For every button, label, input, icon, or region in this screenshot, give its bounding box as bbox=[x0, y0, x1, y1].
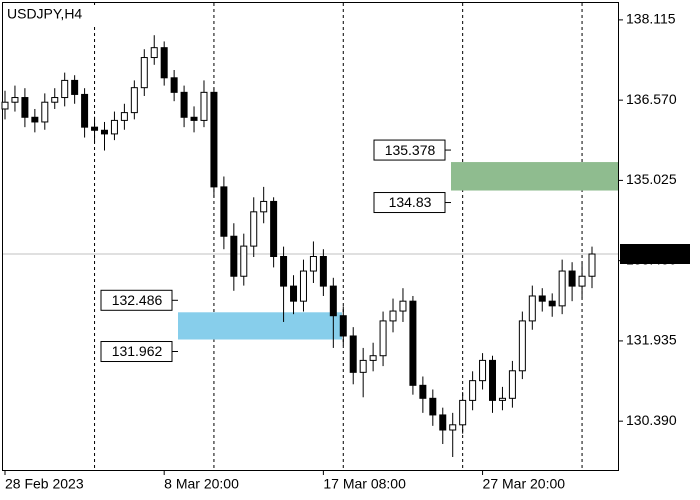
candle-body bbox=[558, 270, 566, 307]
candle-body bbox=[449, 424, 457, 431]
y-tick-label: 131.935 bbox=[626, 332, 677, 348]
zone-label: 132.486 bbox=[112, 292, 163, 308]
chart-title: USDJPY,H4 bbox=[7, 6, 82, 22]
candle-body bbox=[489, 359, 497, 401]
title-bg bbox=[4, 5, 114, 25]
zone-label: 134.83 bbox=[389, 194, 432, 210]
zone-label: 135.378 bbox=[385, 142, 436, 158]
candle-body bbox=[200, 91, 208, 121]
candle-body bbox=[359, 359, 367, 373]
candle-body bbox=[91, 126, 99, 131]
candle-body bbox=[240, 245, 248, 277]
price-zone bbox=[451, 162, 618, 191]
candle-body bbox=[61, 79, 69, 99]
x-tick-label: 27 Mar 20:00 bbox=[483, 476, 566, 492]
candle-body bbox=[270, 200, 278, 257]
candle-body bbox=[309, 255, 317, 272]
price-zone bbox=[178, 312, 342, 340]
candle-body bbox=[140, 57, 148, 89]
candle-body bbox=[329, 285, 337, 317]
candle-body bbox=[319, 255, 327, 287]
candle-body bbox=[31, 116, 39, 123]
candle-body bbox=[568, 270, 576, 287]
candle-body bbox=[469, 380, 477, 401]
candle-body bbox=[409, 300, 417, 386]
candle-body bbox=[518, 320, 526, 372]
candle-body bbox=[190, 116, 198, 121]
y-tick-label: 136.570 bbox=[626, 91, 677, 107]
candle-body bbox=[299, 270, 307, 302]
candle-body bbox=[339, 315, 347, 337]
y-tick-label: 130.390 bbox=[626, 412, 677, 428]
plot-frame bbox=[2, 2, 619, 471]
candle-body bbox=[290, 285, 298, 302]
candle-body bbox=[379, 320, 387, 357]
candle-body bbox=[250, 211, 258, 247]
candle-body bbox=[280, 255, 288, 287]
candle-body bbox=[459, 399, 467, 426]
candle-body bbox=[588, 253, 596, 277]
current-price-box bbox=[620, 244, 690, 265]
candle-body bbox=[1, 101, 9, 110]
candle-body bbox=[160, 47, 168, 79]
candle-body bbox=[349, 335, 357, 373]
candle-body bbox=[399, 300, 407, 312]
candle-body bbox=[538, 295, 546, 302]
candle-body bbox=[100, 129, 108, 135]
candle-body bbox=[439, 414, 447, 431]
candle-body bbox=[210, 91, 218, 188]
candle-body bbox=[180, 91, 188, 118]
x-tick-label: 8 Mar 20:00 bbox=[164, 476, 239, 492]
y-tick-label: 135.025 bbox=[626, 171, 677, 187]
candle-body bbox=[230, 235, 238, 277]
candle-body bbox=[21, 97, 29, 118]
candle-body bbox=[528, 295, 536, 322]
candle-body bbox=[71, 79, 79, 95]
candle-body bbox=[479, 359, 487, 382]
x-tick-label: 28 Feb 2023 bbox=[5, 476, 84, 492]
candle-body bbox=[429, 397, 437, 416]
candle-body bbox=[260, 200, 268, 213]
candle-body bbox=[120, 112, 128, 121]
x-tick-label: 17 Mar 08:00 bbox=[323, 476, 406, 492]
candle-body bbox=[220, 186, 228, 237]
zone-label: 131.962 bbox=[112, 343, 163, 359]
candle-body bbox=[369, 355, 377, 361]
candle-body bbox=[498, 397, 506, 401]
y-tick-label: 138.115 bbox=[626, 11, 676, 27]
candle-body bbox=[508, 370, 516, 399]
candle-body bbox=[11, 97, 19, 103]
candle-body bbox=[170, 77, 178, 93]
candle-body bbox=[110, 119, 118, 135]
candle-body bbox=[578, 275, 586, 287]
candle-body bbox=[51, 97, 59, 103]
candle-body bbox=[419, 384, 427, 399]
candle-body bbox=[81, 93, 89, 128]
current-price-label: 133.608 bbox=[626, 246, 677, 262]
candle-body bbox=[389, 310, 397, 322]
candle-body bbox=[150, 47, 158, 59]
candle-body bbox=[130, 87, 138, 114]
candle-body bbox=[548, 300, 556, 307]
candle-body bbox=[41, 101, 49, 123]
